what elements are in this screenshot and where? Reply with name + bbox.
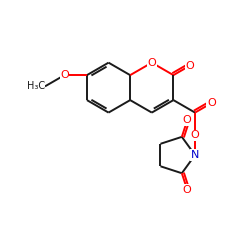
Text: O: O [191,130,200,140]
Text: O: O [148,58,156,68]
Text: H₃C: H₃C [27,81,45,91]
Text: O: O [183,115,192,125]
Text: O: O [60,70,69,80]
Text: O: O [207,98,216,108]
Text: N: N [191,150,199,160]
Text: O: O [183,185,192,195]
Text: O: O [185,61,194,71]
